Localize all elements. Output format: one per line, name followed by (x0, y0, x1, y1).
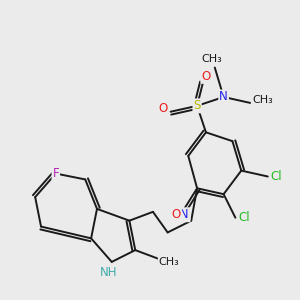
Text: CH₃: CH₃ (202, 54, 222, 64)
Text: F: F (52, 167, 59, 180)
Text: S: S (194, 99, 201, 112)
Text: O: O (159, 102, 168, 115)
Text: N: N (219, 91, 228, 103)
Text: O: O (172, 208, 181, 221)
Text: Cl: Cl (271, 170, 282, 183)
Text: NH: NH (100, 266, 118, 279)
Text: CH₃: CH₃ (159, 257, 179, 267)
Text: CH₃: CH₃ (252, 95, 273, 105)
Text: O: O (201, 70, 211, 83)
Text: Cl: Cl (238, 211, 250, 224)
Text: HN: HN (172, 208, 190, 221)
